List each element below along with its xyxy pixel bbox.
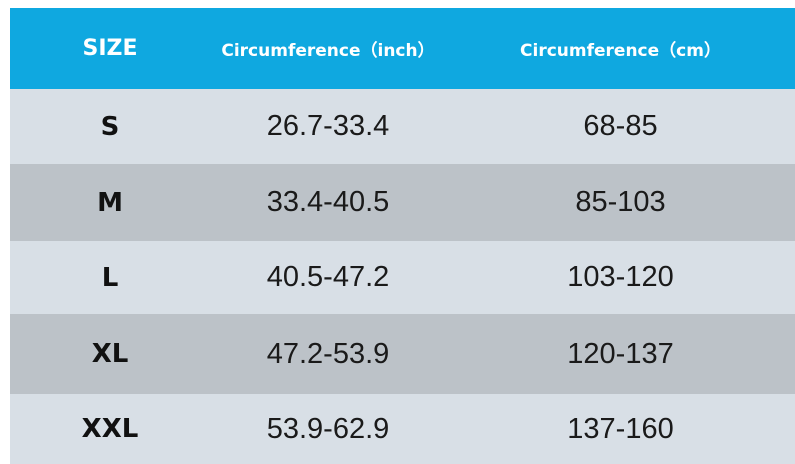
inch-range: 47.2-53.9 [266,337,390,370]
inch-range: 33.4-40.5 [266,186,390,218]
size-chart-table: SIZE Circumference（inch） Circumference（c… [10,8,795,464]
size-label: S [100,111,120,142]
inch-range: 53.9-62.9 [266,412,390,445]
size-label: L [101,262,119,293]
header-circumference-cm: Circumference（cm） [520,41,721,61]
table-row: XL 47.2-53.9 120-137 [10,314,795,394]
size-label: XXL [81,414,139,444]
table-row: L 40.5-47.2 103-120 [10,241,795,314]
cm-range: 120-137 [567,337,674,370]
table-row: XXL 53.9-62.9 137-160 [10,394,795,464]
table-row: S 26.7-33.4 68-85 [10,89,795,164]
cm-range: 103-120 [567,261,674,293]
header-size: SIZE [82,36,138,61]
inch-range: 40.5-47.2 [266,261,390,293]
cm-range: 137-160 [567,412,674,445]
cm-range: 68-85 [583,110,658,142]
table-header: SIZE Circumference（inch） Circumference（c… [10,8,795,89]
inch-range: 26.7-33.4 [266,110,390,142]
size-label: M [97,187,123,218]
size-label: XL [91,339,129,369]
table-row: M 33.4-40.5 85-103 [10,164,795,241]
cm-range: 85-103 [575,186,666,218]
header-circumference-inch: Circumference（inch） [221,41,435,61]
